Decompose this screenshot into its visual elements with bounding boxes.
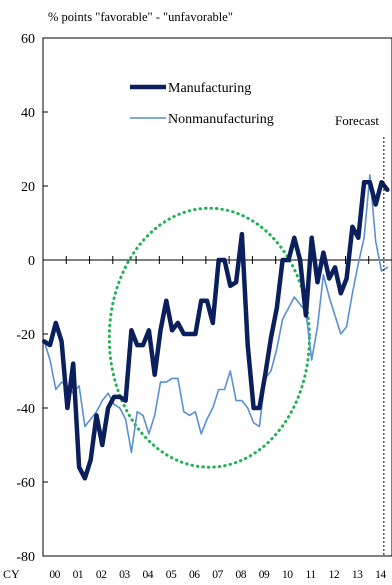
y-tick-label: -60: [16, 476, 35, 491]
legend: Manufacturing Nonmanufacturing: [130, 81, 274, 127]
y-tick-label: -20: [16, 328, 35, 343]
y-tick-label: 60: [21, 32, 35, 47]
forecast-label: Forecast: [335, 113, 379, 128]
x-tick-label: 00: [49, 569, 60, 581]
y-tick-label: -80: [16, 550, 35, 565]
y-tick-label: 40: [21, 106, 35, 121]
y-tick-label: -40: [16, 402, 35, 417]
y-axis-label: % points "favorable" - "unfavorable": [48, 10, 233, 24]
x-tick-label: 13: [352, 569, 363, 581]
x-tick-label: 06: [189, 569, 200, 581]
x-tick-label: 07: [212, 569, 223, 581]
x-tick-label: 03: [119, 569, 130, 581]
legend-label-manufacturing: Manufacturing: [168, 81, 251, 96]
plot-frame: [42, 37, 392, 557]
x-tick-label: 10: [282, 569, 293, 581]
series-line-manufacturing: [41, 180, 390, 481]
x-tick-label: 02: [96, 569, 107, 581]
series-group: [41, 174, 390, 481]
x-tick-label: 11: [306, 569, 317, 581]
axes-group: 60 40 20 0 -20 -40 -60 -80 CY 00 01 02 03 04 05 06 07 08 0…: [3, 32, 392, 581]
forecast-annotation-group: Forecast: [335, 113, 385, 556]
x-tick-label: 04: [142, 569, 153, 581]
x-tick-label: 14: [375, 569, 386, 581]
series-line-nonmanufacturing: [43, 174, 389, 454]
x-tick-label: 12: [329, 569, 340, 581]
y-tick-label: 0: [28, 254, 35, 269]
x-axis-prefix: CY: [3, 567, 20, 581]
y-tick-label: 20: [21, 180, 35, 195]
x-tick-label: 08: [236, 569, 247, 581]
x-tick-label: 05: [166, 569, 177, 581]
x-tick-label: 01: [73, 569, 84, 581]
x-tick-label: 09: [259, 569, 270, 581]
legend-label-nonmanufacturing: Nonmanufacturing: [168, 112, 274, 127]
